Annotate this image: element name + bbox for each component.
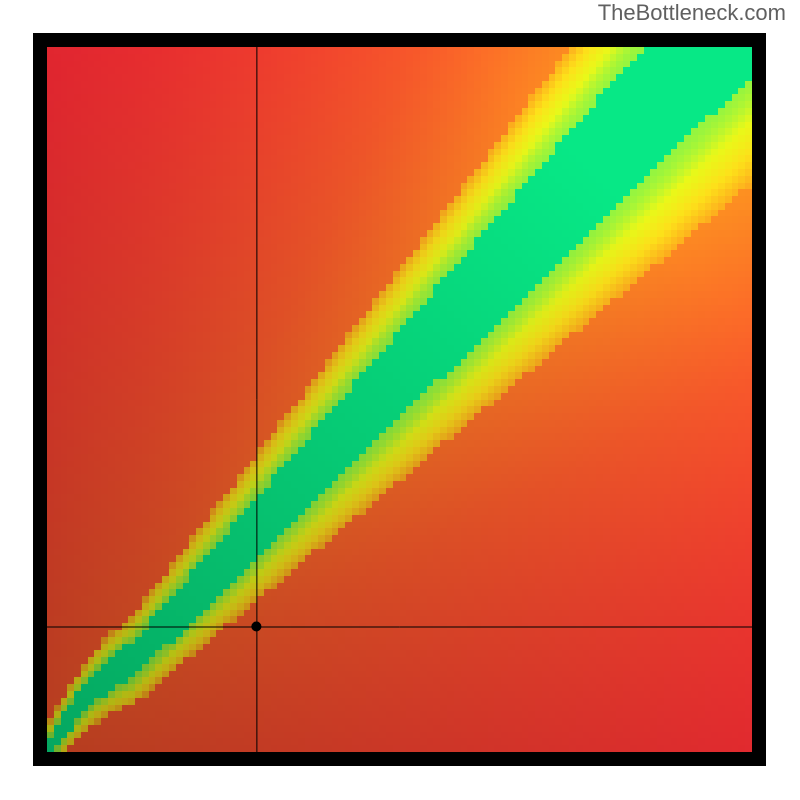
bottleneck-heatmap: [33, 33, 766, 766]
heatmap-canvas: [33, 33, 766, 766]
watermark-text: TheBottleneck.com: [598, 0, 786, 26]
